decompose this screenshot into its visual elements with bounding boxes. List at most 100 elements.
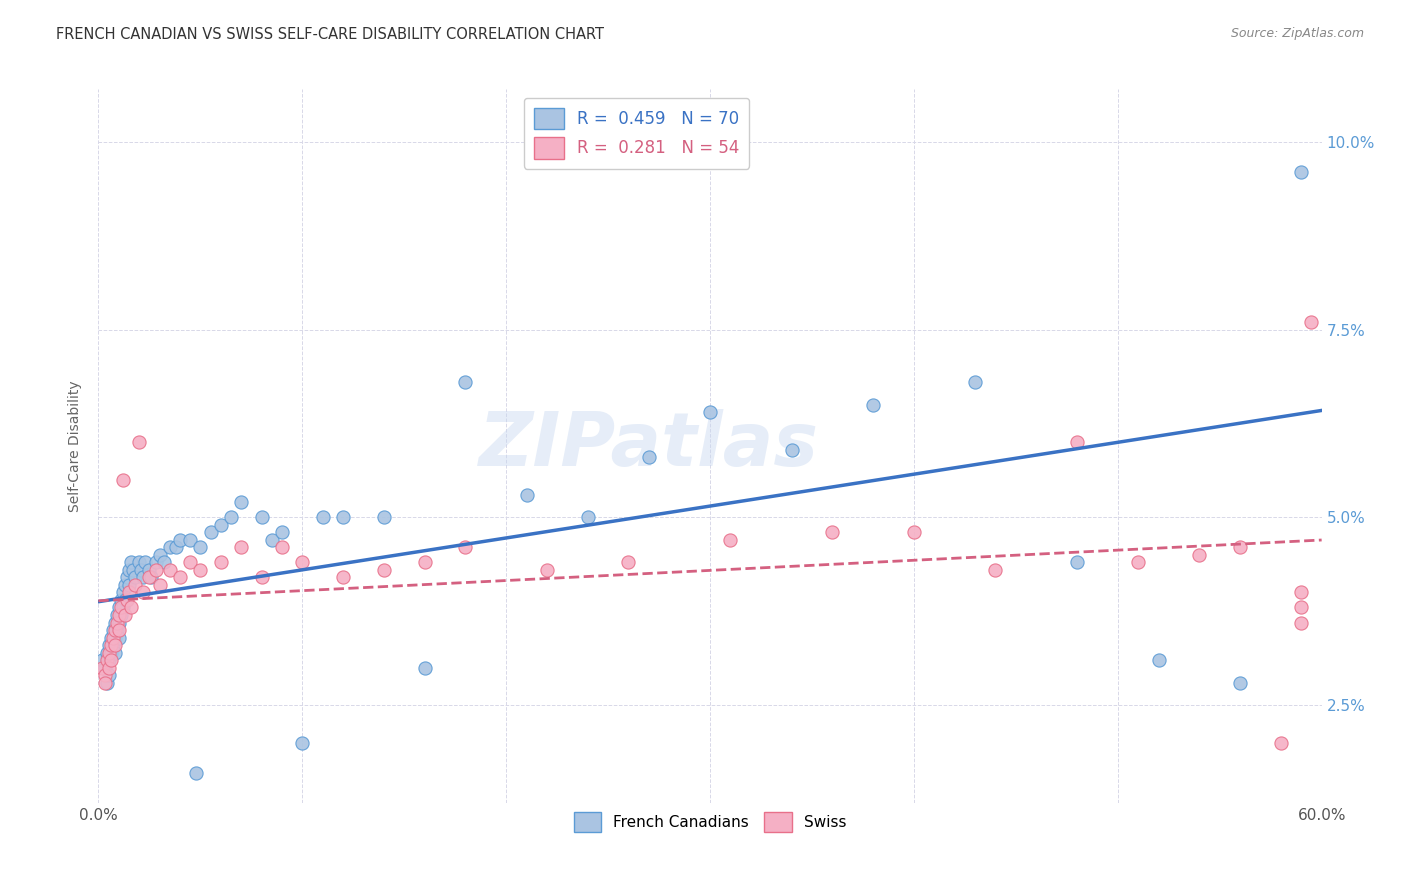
Point [97, 660, 120, 674]
Point [1291, 165, 1313, 179]
Point [115, 593, 138, 607]
Point [132, 585, 155, 599]
Point [97, 653, 120, 667]
Point [291, 736, 314, 750]
Point [138, 570, 160, 584]
Point [129, 563, 152, 577]
Point [104, 623, 127, 637]
Text: Source: ZipAtlas.com: Source: ZipAtlas.com [1230, 27, 1364, 40]
Point [118, 585, 141, 599]
Point [536, 563, 558, 577]
Point [1128, 556, 1150, 570]
Point [91, 660, 114, 674]
Point [637, 450, 661, 465]
Point [1291, 600, 1313, 615]
Point [373, 563, 395, 577]
Point [1229, 675, 1251, 690]
Point [111, 600, 134, 615]
Point [516, 488, 538, 502]
Point [332, 510, 354, 524]
Point [111, 473, 134, 487]
Point [100, 631, 122, 645]
Point [159, 563, 181, 577]
Point [231, 541, 253, 555]
Point [219, 510, 242, 524]
Point [114, 607, 136, 622]
Point [97, 638, 120, 652]
Point [1066, 435, 1088, 450]
Point [124, 578, 146, 592]
Point [93, 675, 115, 690]
Point [332, 570, 354, 584]
Point [413, 660, 436, 674]
Point [110, 600, 132, 615]
Point [96, 675, 118, 690]
Point [104, 615, 127, 630]
Point [91, 653, 114, 667]
Point [120, 556, 142, 570]
Point [132, 570, 155, 584]
Point [159, 541, 181, 555]
Point [169, 533, 191, 547]
Point [145, 556, 167, 570]
Point [114, 578, 136, 592]
Point [134, 556, 156, 570]
Point [1301, 315, 1323, 329]
Point [120, 600, 142, 615]
Point [188, 563, 212, 577]
Point [128, 556, 150, 570]
Point [105, 615, 128, 630]
Point [270, 541, 294, 555]
Point [104, 646, 127, 660]
Point [104, 631, 127, 645]
Point [270, 525, 294, 540]
Point [1188, 548, 1211, 562]
Point [780, 442, 803, 457]
Point [291, 556, 314, 570]
Point [1229, 541, 1251, 555]
Point [108, 623, 131, 637]
Point [141, 570, 163, 584]
Point [100, 638, 122, 652]
Point [122, 563, 145, 577]
Point [231, 495, 253, 509]
Point [93, 668, 115, 682]
Legend: French Canadians, Swiss: French Canadians, Swiss [568, 806, 852, 838]
Point [1270, 736, 1292, 750]
Point [100, 646, 122, 660]
Point [105, 607, 128, 622]
Point [1291, 585, 1313, 599]
Point [903, 525, 925, 540]
Point [111, 585, 134, 599]
Point [149, 548, 172, 562]
Point [124, 570, 146, 584]
Point [373, 510, 395, 524]
Point [108, 607, 131, 622]
Point [118, 578, 141, 592]
Point [110, 593, 132, 607]
Point [152, 556, 174, 570]
Point [100, 653, 122, 667]
Point [965, 375, 987, 389]
Point [108, 615, 131, 630]
Text: ZIPatlas: ZIPatlas [479, 409, 818, 483]
Point [312, 510, 335, 524]
Point [454, 375, 477, 389]
Point [105, 623, 128, 637]
Point [821, 525, 844, 540]
Point [984, 563, 1007, 577]
Point [260, 533, 283, 547]
Point [96, 646, 118, 660]
Point [101, 623, 124, 637]
Point [200, 525, 222, 540]
Y-axis label: Self-Care Disability: Self-Care Disability [69, 380, 83, 512]
Point [114, 593, 136, 607]
Point [209, 556, 232, 570]
Point [209, 517, 232, 532]
Point [145, 563, 167, 577]
Point [97, 668, 120, 682]
Point [108, 600, 131, 615]
Point [179, 533, 201, 547]
Text: FRENCH CANADIAN VS SWISS SELF-CARE DISABILITY CORRELATION CHART: FRENCH CANADIAN VS SWISS SELF-CARE DISAB… [56, 27, 605, 42]
Point [862, 398, 884, 412]
